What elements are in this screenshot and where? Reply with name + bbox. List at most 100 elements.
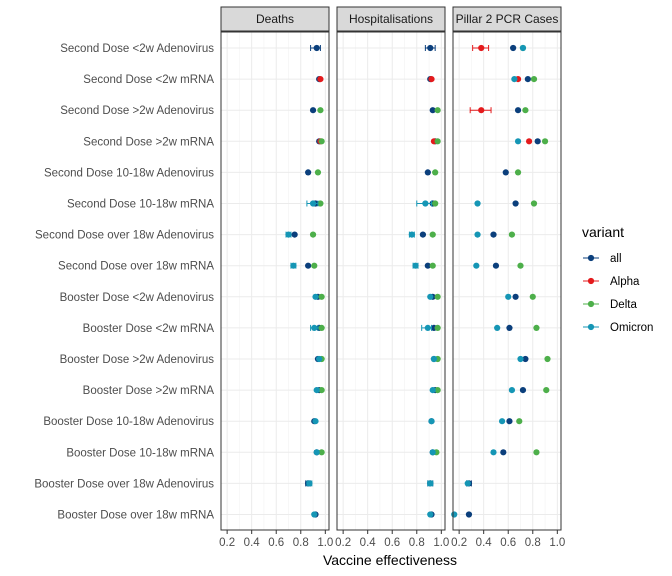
panel-deaths: Deaths 0.2 0.4 0.6 0.8 1.0 [219, 6, 333, 549]
point-omicron [429, 387, 436, 394]
legend-label: Alpha [610, 276, 640, 288]
panel-background [337, 32, 445, 530]
point-alpha [478, 44, 485, 52]
x-tick-label: 1.0 [433, 537, 449, 549]
legend-title: variant [582, 224, 624, 240]
point-delta [318, 293, 325, 300]
point-omicron [311, 511, 318, 518]
x-tick-label: 1.0 [549, 537, 565, 549]
point-omicron [517, 355, 524, 363]
panel-background [221, 32, 329, 530]
category-label-booster-dose-2w-mrna: Booster Dose <2w mRNA [83, 323, 215, 335]
point-delta [309, 231, 317, 238]
x-tick-label: 0.4 [476, 537, 493, 549]
point-delta [517, 262, 524, 269]
point-all [424, 169, 431, 176]
legend-label: Omicron [610, 322, 653, 334]
legend-key-point [587, 277, 595, 285]
point-all [510, 44, 517, 52]
legend-key-point [587, 300, 595, 308]
point-alpha [525, 138, 533, 145]
category-label-second-dose-over-18w-mrna: Second Dose over 18w mRNA [58, 261, 214, 273]
point-delta [314, 169, 322, 176]
point-omicron [511, 76, 518, 83]
point-omicron [312, 418, 319, 425]
point-omicron [451, 511, 458, 518]
x-axis-title: Vaccine effectiveness [323, 552, 457, 568]
point-omicron [408, 231, 415, 238]
panel-background [453, 32, 561, 530]
category-labels: Second Dose <2w Adenovirus Second Dose <2… [34, 43, 214, 522]
x-tick-label: 0.6 [384, 537, 400, 549]
point-delta [543, 387, 550, 394]
point-delta [434, 387, 441, 394]
legend-label: Delta [610, 299, 637, 311]
point-all [490, 231, 497, 238]
point-alpha [478, 107, 485, 114]
point-all [465, 511, 473, 518]
point-delta [317, 107, 324, 114]
point-all [502, 169, 509, 176]
legend-item-all: all [583, 253, 622, 265]
point-all [506, 324, 513, 331]
x-tick-label: 0.2 [219, 537, 235, 549]
facet-strip [452, 6, 562, 32]
legend-item-delta: Delta [583, 299, 637, 311]
point-omicron [290, 262, 297, 269]
x-tick-label: 0.2 [335, 537, 351, 549]
point-all [309, 107, 317, 114]
legend: variant all Alpha Delta Omicron [582, 224, 653, 334]
point-delta [541, 138, 549, 145]
point-delta [516, 418, 523, 425]
point-delta [529, 293, 536, 300]
point-delta [432, 200, 439, 207]
point-delta [544, 355, 551, 363]
point-omicron [474, 200, 481, 207]
point-all [424, 262, 431, 269]
category-label-second-dose-2w-mrna: Second Dose >2w mRNA [83, 136, 214, 148]
point-omicron [473, 262, 480, 269]
point-omicron [505, 293, 512, 300]
point-delta [318, 449, 325, 456]
point-delta [434, 293, 441, 300]
point-delta [429, 231, 436, 238]
point-delta [522, 107, 529, 114]
panel-hospitalisations: Hospitalisations 0.2 0.4 0.6 0.8 1.0 [335, 6, 449, 549]
point-omicron [285, 231, 292, 238]
x-tick-label: 0.6 [268, 537, 284, 549]
point-delta [432, 169, 439, 176]
facet-strip-label: Pillar 2 PCR Cases [456, 12, 559, 26]
point-omicron [311, 324, 318, 331]
point-omicron [430, 355, 438, 363]
category-label-second-dose-10-18w-mrna: Second Dose 10-18w mRNA [67, 199, 214, 211]
point-omicron [429, 449, 436, 456]
facet-strip-label: Hospitalisations [349, 12, 433, 26]
point-omicron [313, 387, 320, 394]
point-all [514, 107, 522, 114]
legend-key-point [587, 323, 595, 331]
x-tick-label: 1.0 [317, 537, 333, 549]
point-omicron [313, 449, 320, 456]
point-all [305, 169, 312, 176]
point-delta [533, 449, 540, 456]
category-label-second-dose-over-18w-adenovirus: Second Dose over 18w Adenovirus [35, 230, 214, 242]
x-tick-label: 0.2 [451, 537, 467, 549]
legend-key-point [587, 254, 595, 262]
point-delta [317, 200, 324, 207]
point-all [492, 262, 500, 269]
category-label-booster-dose-2w-adenovirus: Booster Dose <2w Adenovirus [60, 292, 215, 304]
points-deaths [285, 44, 325, 518]
point-omicron [316, 355, 323, 363]
point-all [524, 76, 531, 83]
point-delta [311, 262, 318, 269]
facet-panels: Deaths 0.2 0.4 0.6 0.8 1.0 Hospitalisations 0.2… [219, 6, 565, 549]
point-omicron [427, 511, 434, 518]
points-pillar-2-pcr-cases [451, 44, 551, 518]
point-all [506, 418, 513, 425]
category-label-second-dose-2w-mrna: Second Dose <2w mRNA [83, 74, 214, 86]
category-label-booster-dose-2w-adenovirus: Booster Dose >2w Adenovirus [60, 354, 215, 366]
point-delta [533, 324, 540, 331]
point-alpha [428, 76, 435, 83]
point-all [500, 449, 507, 456]
